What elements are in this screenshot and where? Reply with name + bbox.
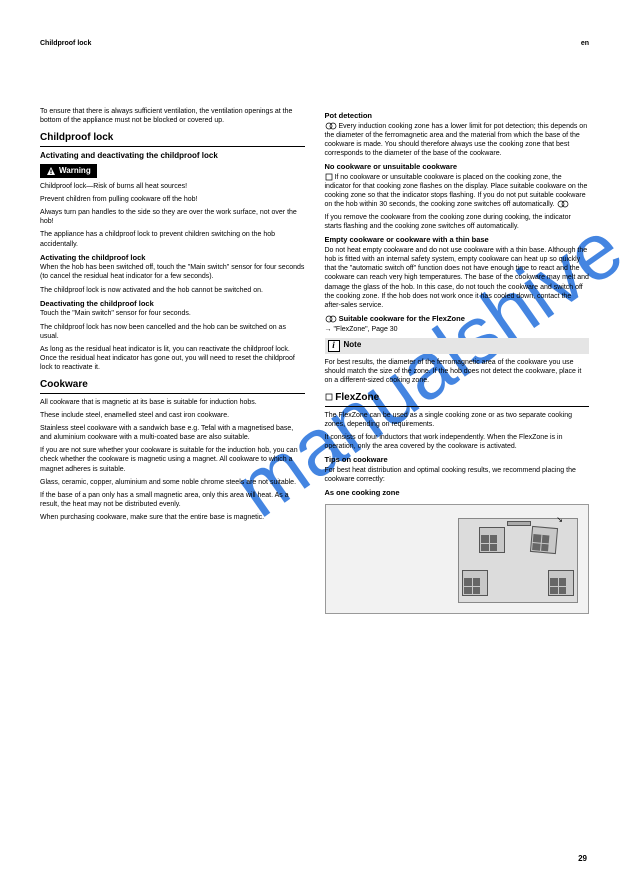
cookware-body-2: These include steel, enamelled steel and… xyxy=(40,411,305,420)
double-circle-icon xyxy=(325,122,337,130)
pot-detection-body: Every induction cooking zone has a lower… xyxy=(325,122,590,158)
tips-cookware-body: For best heat distribution and optimal c… xyxy=(325,466,590,484)
flexzone-body-1: The FlexZone can be used as a single coo… xyxy=(325,411,590,429)
warning-body-4: The appliance has a childproof lock to p… xyxy=(40,230,305,248)
flexzone-diagram: ↘ xyxy=(325,504,590,614)
pot-detection-head: Pot detection xyxy=(325,111,590,121)
warning-triangle-icon xyxy=(46,166,56,176)
activate-lock-note: The childproof lock is now activated and… xyxy=(40,286,305,295)
ventilation-intro: To ensure that there is always sufficien… xyxy=(40,107,305,125)
page-number: 29 xyxy=(578,854,587,863)
lock-reactivate-note: As long as the residual heat indicator i… xyxy=(40,345,305,372)
header-lang: en xyxy=(581,40,589,47)
note-box: i Note xyxy=(325,338,590,354)
empty-cookware-body: Do not heat empty cookware and do not us… xyxy=(325,246,590,310)
arrow-icon: ↘ xyxy=(556,515,563,525)
cookware-body-7: When purchasing cookware, make sure that… xyxy=(40,513,305,522)
activate-lock-head: Activating the childproof lock xyxy=(40,253,305,263)
cookware-body-6: If the base of a pan only has a small ma… xyxy=(40,491,305,509)
cookware-body-1: All cookware that is magnetic at its bas… xyxy=(40,398,305,407)
section-flexzone: FlexZone xyxy=(325,391,590,407)
cookware-body-5: Glass, ceramic, copper, aluminium and so… xyxy=(40,478,305,487)
double-circle-icon xyxy=(325,315,337,323)
note-body: For best results, the diameter of the fe… xyxy=(325,358,590,385)
deactivate-lock-head: Deactivating the childproof lock xyxy=(40,299,305,309)
no-cookware-head: No cookware or unsuitable cookware xyxy=(325,162,590,172)
warning-badge: Warning xyxy=(40,164,97,179)
suitable-flex-head: Suitable cookware for the FlexZone xyxy=(325,314,590,324)
warning-body-1: Childproof lock—Risk of burns all heat s… xyxy=(40,182,305,191)
header-section: Childproof lock xyxy=(40,40,91,47)
section-cookware: Cookware xyxy=(40,378,305,394)
no-cookware-body-2: If you remove the cookware from the cook… xyxy=(325,213,590,231)
diagram-caption: As one cooking zone xyxy=(325,488,590,498)
cookware-body-4: If you are not sure whether your cookwar… xyxy=(40,446,305,473)
double-circle-icon xyxy=(557,200,569,208)
warning-body-3: Always turn pan handles to the side so t… xyxy=(40,208,305,226)
info-icon: i xyxy=(328,340,340,352)
empty-cookware-head: Empty cookware or cookware with a thin b… xyxy=(325,235,590,245)
childproof-subhead: Activating and deactivating the childpro… xyxy=(40,151,305,161)
flexzone-body-2: It consists of four inductors that work … xyxy=(325,433,590,451)
cookware-body-3: Stainless steel cookware with a sandwich… xyxy=(40,424,305,442)
section-childproof: Childproof lock xyxy=(40,131,305,147)
square-icon xyxy=(325,173,333,181)
square-icon xyxy=(325,393,333,401)
tips-cookware-head: Tips on cookware xyxy=(325,455,590,465)
deactivate-lock-note: The childproof lock has now been cancell… xyxy=(40,323,305,341)
warning-body-2: Prevent children from pulling cookware o… xyxy=(40,195,305,204)
no-cookware-body-1: If no cookware or unsuitable cookware is… xyxy=(325,173,590,209)
deactivate-lock-body: Touch the "Main switch" sensor for four … xyxy=(40,309,305,318)
activate-lock-body: When the hob has been switched off, touc… xyxy=(40,263,305,281)
flex-link: → "FlexZone", Page 30 xyxy=(325,325,590,334)
